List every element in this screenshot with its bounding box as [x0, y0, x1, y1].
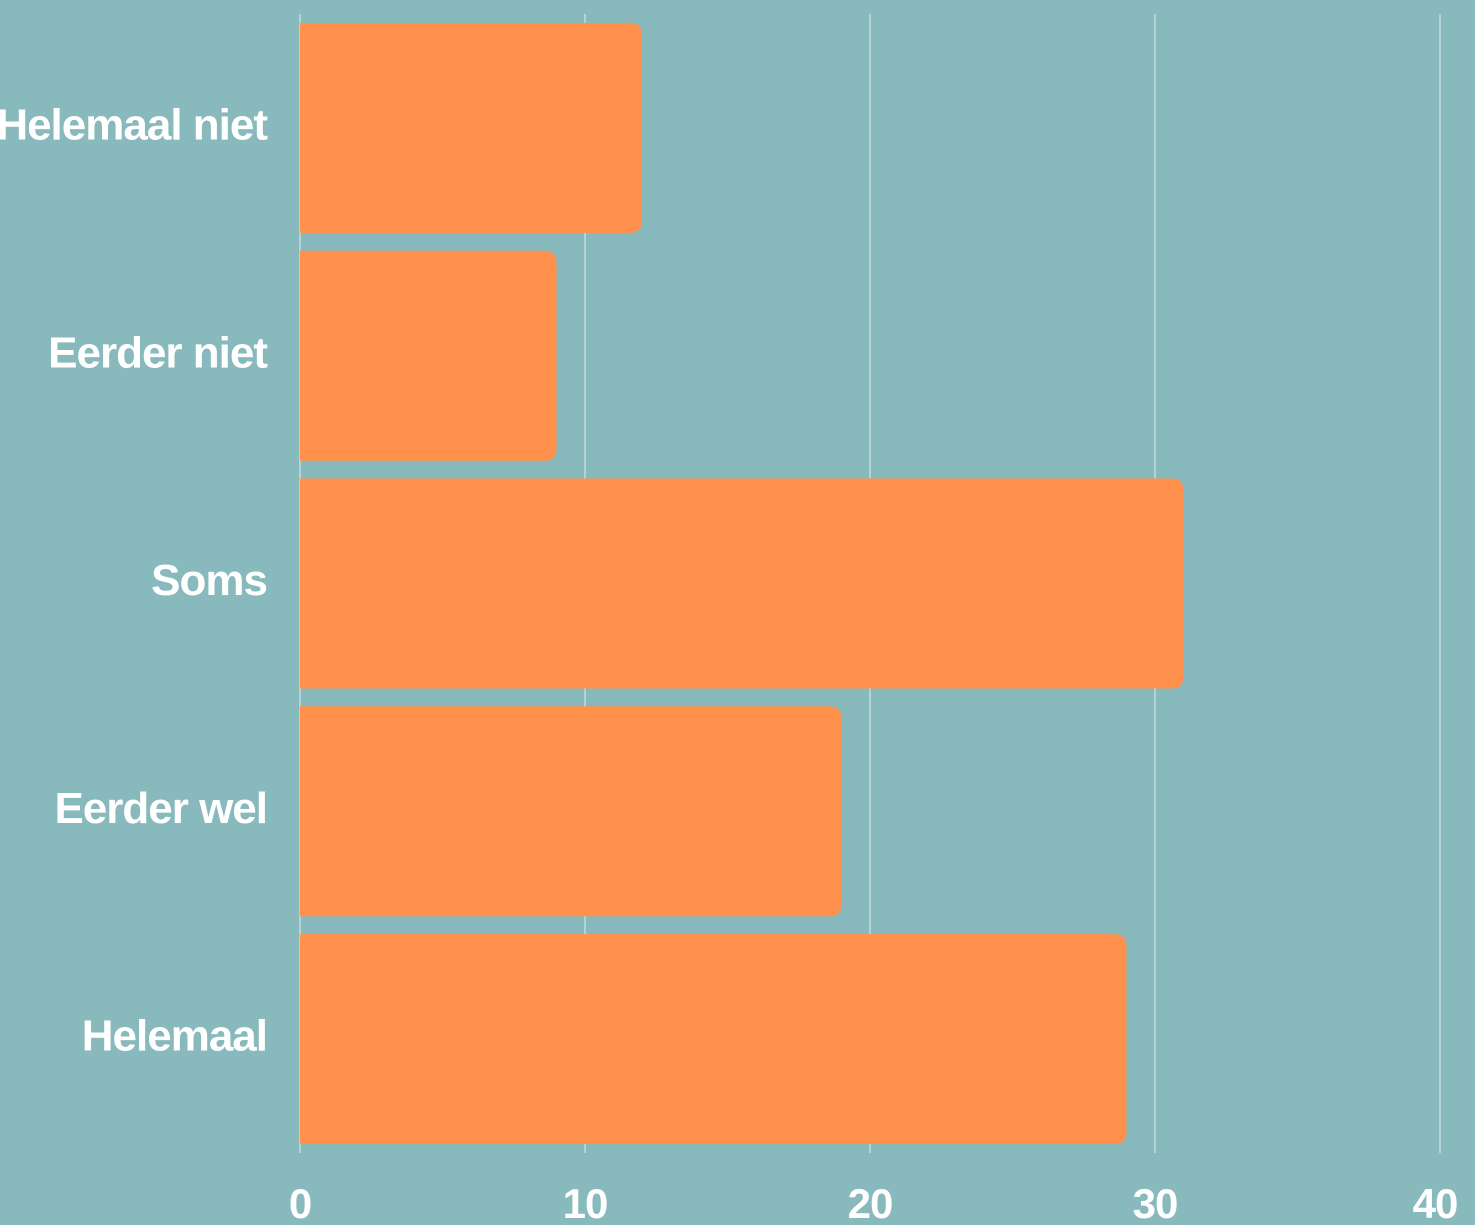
x-tick-label-20: 20: [848, 1180, 893, 1225]
bar-soms: [300, 478, 1184, 689]
x-tick-label-30: 30: [1133, 1180, 1178, 1225]
x-tick-label-10: 10: [563, 1180, 608, 1225]
category-label-helemaal: Helemaal: [82, 1012, 267, 1061]
x-tick-label-40: 40: [1413, 1180, 1458, 1225]
category-label-soms: Soms: [151, 556, 267, 605]
bar-helemaal-niet: [300, 22, 642, 233]
bar-eerder-niet: [300, 250, 557, 461]
bar-helemaal: [300, 934, 1127, 1145]
category-labels: Helemaal niet Eerder niet Soms Eerder wel He…: [0, 101, 269, 1061]
bar-eerder-wel: [300, 706, 842, 917]
category-label-eerder-wel: Eerder wel: [54, 784, 267, 833]
x-tick-label-0: 0: [289, 1180, 311, 1225]
category-label-eerder-niet: Eerder niet: [48, 328, 268, 377]
x-axis-tick-labels: 0 10 20 30 40: [289, 1180, 1459, 1225]
bars: [300, 22, 1184, 1145]
category-label-helemaal-niet: Helemaal niet: [0, 101, 268, 150]
